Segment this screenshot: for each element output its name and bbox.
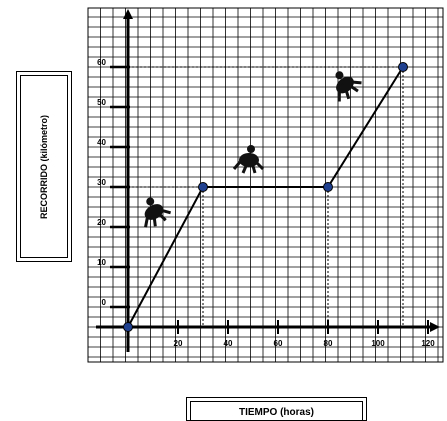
- running-figure-icon: [144, 197, 172, 228]
- figure-body: [144, 204, 164, 220]
- figure-head: [335, 71, 344, 80]
- x-tick-label: 120: [421, 339, 435, 348]
- grid-border: [87, 7, 444, 363]
- running-figure-icon: [335, 71, 362, 102]
- y-tick-label: 40: [97, 138, 106, 147]
- x-tick-label: 20: [174, 339, 183, 348]
- figure-limbs: [144, 209, 172, 228]
- tick-labels: 0 10 20 30 40 50 60 20 40 60 80 100 120: [97, 58, 435, 348]
- x-tick-label: 100: [371, 339, 385, 348]
- y-tick-label: 20: [97, 218, 106, 227]
- x-tick-label: 80: [324, 339, 333, 348]
- data-point: [123, 322, 133, 332]
- x-axis-title-frame: TIEMPO (horas): [190, 401, 363, 420]
- figure-head: [146, 197, 155, 206]
- figure-limbs: [232, 161, 265, 174]
- data-point: [398, 62, 408, 72]
- axes: [96, 9, 440, 352]
- x-axis-title: TIEMPO (horas): [238, 407, 314, 418]
- y-tick-label: 10: [97, 258, 106, 267]
- y-axis-title-frame: RECORRIDO (kilómetro): [20, 75, 68, 258]
- y-tick-label: 50: [97, 98, 106, 107]
- x-axis-title-box: TIEMPO (horas): [186, 397, 367, 421]
- figure-head: [247, 145, 255, 153]
- data-point: [323, 182, 333, 192]
- y-axis-title: RECORRIDO (kilómetro): [39, 114, 49, 219]
- x-tick-label: 60: [274, 339, 283, 348]
- running-figure-icon: [232, 145, 265, 174]
- figure-limbs: [337, 80, 362, 102]
- y-axis-title-box: RECORRIDO (kilómetro): [16, 71, 72, 262]
- x-tick-label: 40: [224, 339, 233, 348]
- series-polyline: [127, 66, 404, 328]
- y-tick-label: 0: [102, 298, 107, 307]
- y-tick-label: 60: [97, 58, 106, 67]
- figure-icons: [144, 71, 362, 228]
- grid: [87, 7, 444, 363]
- data-point: [198, 182, 208, 192]
- figure-body: [336, 76, 354, 94]
- y-tick-label: 30: [97, 178, 106, 187]
- figure-body: [239, 153, 259, 167]
- series-line: [123, 62, 408, 332]
